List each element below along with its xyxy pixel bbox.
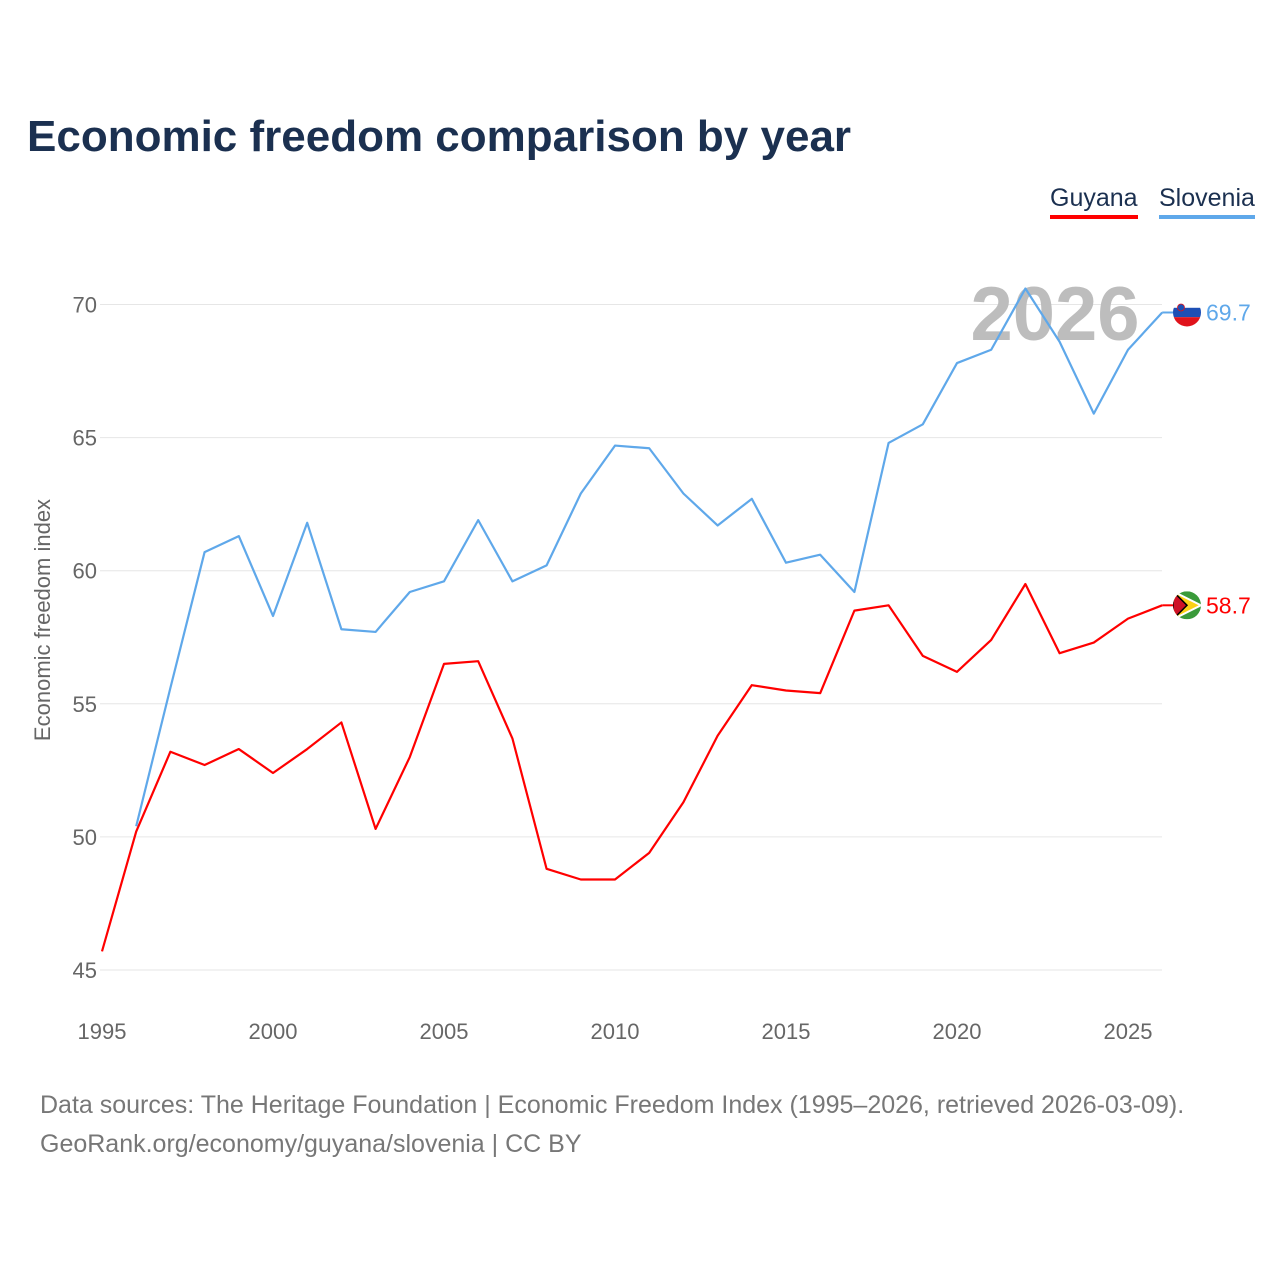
y-tick-label: 60 xyxy=(73,559,97,584)
year-watermark: 2026 xyxy=(970,272,1139,357)
y-tick-label: 70 xyxy=(73,293,97,318)
slovenia-flag-icon xyxy=(1173,298,1201,327)
end-value-label: 69.7 xyxy=(1206,299,1251,325)
series-line-guyana xyxy=(100,582,1163,952)
footer-source: Data sources: The Heritage Foundation | … xyxy=(40,1091,1185,1119)
end-value-label: 58.7 xyxy=(1206,592,1251,618)
x-tick-label: 2010 xyxy=(591,1019,640,1044)
x-tick-label: 2020 xyxy=(933,1019,982,1044)
x-tick-label: 2000 xyxy=(249,1019,298,1044)
y-tick-label: 50 xyxy=(73,825,97,850)
y-tick-label: 45 xyxy=(73,958,97,983)
guyana-flag-icon xyxy=(1173,591,1201,620)
legend-slovenia[interactable]: Slovenia xyxy=(1159,184,1255,219)
legend-guyana[interactable]: Guyana xyxy=(1050,184,1138,219)
x-tick-label: 2005 xyxy=(420,1019,469,1044)
footer-link[interactable]: GeoRank.org/economy/guyana/slovenia | CC… xyxy=(40,1130,582,1158)
chart-title: Economic freedom comparison by year xyxy=(27,112,852,161)
x-tick-label: 1995 xyxy=(78,1019,127,1044)
x-tick-label: 2015 xyxy=(762,1019,811,1044)
footer: Data sources: The Heritage Foundation | … xyxy=(40,1086,1184,1164)
y-tick-label: 55 xyxy=(73,692,97,717)
y-tick-label: 65 xyxy=(73,426,97,451)
series-line-slovenia xyxy=(135,287,1164,827)
y-axis-label: Economic freedom index xyxy=(30,499,55,741)
x-tick-label: 2025 xyxy=(1104,1019,1153,1044)
